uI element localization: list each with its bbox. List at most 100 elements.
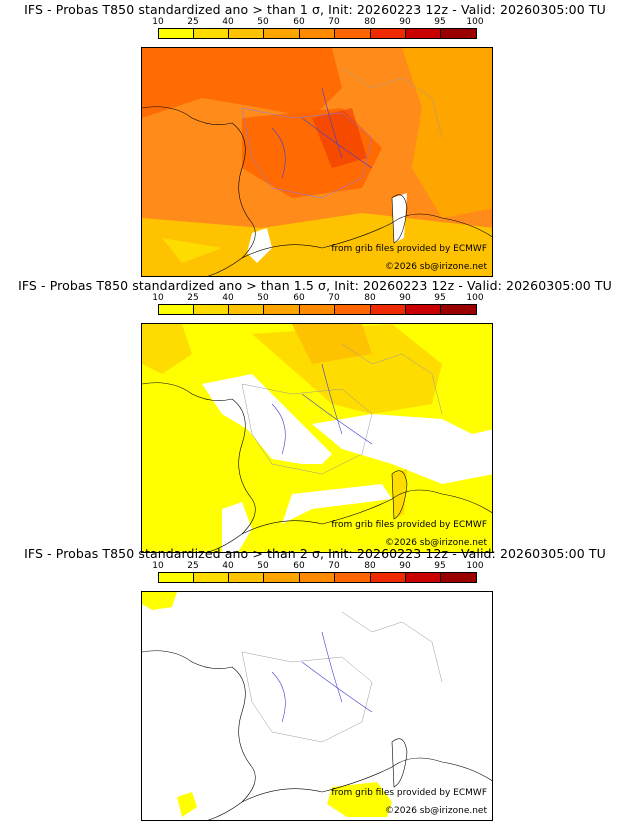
very-high-prob-zone <box>312 108 367 168</box>
low-prob-zone <box>142 592 177 610</box>
panel-title: IFS - Probas T850 standardized ano > tha… <box>18 278 612 293</box>
low-prob-zone <box>177 792 197 817</box>
no-prob-zone <box>222 502 252 552</box>
colorbar-tick-label: 60 <box>293 561 305 571</box>
colorbar-tick-label: 60 <box>293 293 305 303</box>
low-prob-zone <box>327 782 392 817</box>
colorbar <box>158 28 477 39</box>
border <box>241 383 373 475</box>
colorbar-tick-label: 100 <box>466 561 484 571</box>
river <box>271 363 373 455</box>
colorbar-tick-label: 10 <box>152 561 164 571</box>
river <box>271 631 373 723</box>
colorbar-swatch <box>194 29 229 38</box>
panel-title: IFS - Probas T850 standardized ano > tha… <box>24 546 606 561</box>
colorbar-tick-label: 40 <box>222 293 234 303</box>
panel-title: IFS - Probas T850 standardized ano > tha… <box>24 2 606 17</box>
colorbar-tick-label: 80 <box>364 293 376 303</box>
colorbar-tick-label: 90 <box>399 561 411 571</box>
no-prob-zone <box>247 228 272 263</box>
colorbar-swatch <box>441 573 476 582</box>
colorbar-swatch <box>406 305 441 314</box>
colorbar-tick-label: 95 <box>434 561 446 571</box>
colorbar-tick-label: 90 <box>399 293 411 303</box>
mid-prob-zone <box>292 324 372 364</box>
colorbar-tick-label: 80 <box>364 561 376 571</box>
colorbar-tick-label: 25 <box>187 293 199 303</box>
colorbar-swatch <box>159 573 194 582</box>
colorbar-swatch <box>371 29 406 38</box>
low-prob-zone <box>162 238 222 263</box>
colorbar-swatch <box>229 573 264 582</box>
colorbar <box>158 572 477 583</box>
map-panel-1: IFS - Probas T850 standardized ano > tha… <box>0 0 630 277</box>
colorbar-swatch <box>300 305 335 314</box>
no-prob-zone <box>392 193 407 243</box>
map-background <box>142 592 492 820</box>
colorbar-labels: 10 25 40 50 60 70 80 90 95 100 <box>143 293 493 303</box>
no-prob-zone <box>282 484 392 524</box>
colorbar-tick-label: 80 <box>364 17 376 27</box>
colorbar-swatch <box>335 29 371 38</box>
map-panel-3: IFS - Probas T850 standardized ano > tha… <box>0 544 630 821</box>
border <box>241 651 373 743</box>
colorbar-tick-label: 10 <box>152 293 164 303</box>
low-prob-zone <box>252 324 442 414</box>
corsica-outline <box>391 470 408 520</box>
colorbar-swatch <box>441 305 476 314</box>
colorbar-tick-label: 90 <box>399 17 411 27</box>
low-prob-zone <box>142 324 192 374</box>
colorbar-tick-label: 95 <box>434 293 446 303</box>
colorbar-tick-label: 10 <box>152 17 164 27</box>
no-prob-zone <box>202 374 332 464</box>
source-credit: from grib files provided by ECMWF <box>331 788 487 798</box>
river <box>271 87 373 179</box>
source-credit: from grib files provided by ECMWF <box>331 520 487 530</box>
colorbar-swatch <box>335 573 371 582</box>
copyright-credit: ©2026 sb@irizone.net <box>385 806 487 816</box>
map-fill-svg <box>142 48 492 276</box>
colorbar-tick-label: 100 <box>466 293 484 303</box>
corsica-outline <box>391 738 408 788</box>
colorbar-swatch <box>194 573 229 582</box>
colorbar-swatch <box>300 29 335 38</box>
coastline <box>241 213 492 259</box>
colorbar-swatch <box>371 305 406 314</box>
colorbar-swatch <box>406 29 441 38</box>
colorbar-tick-label: 70 <box>328 293 340 303</box>
colorbar-tick-label: 25 <box>187 17 199 27</box>
source-credit: from grib files provided by ECMWF <box>331 244 487 254</box>
border <box>341 343 443 415</box>
coastline <box>241 489 492 535</box>
colorbar-swatch <box>406 573 441 582</box>
colorbar-tick-label: 70 <box>328 17 340 27</box>
colorbar-swatch <box>264 29 300 38</box>
colorbar-tick-label: 50 <box>257 17 269 27</box>
probability-map: from grib files provided by ECMWF ©2026 … <box>141 323 493 553</box>
colorbar-swatch <box>264 305 300 314</box>
colorbar-swatch <box>335 305 371 314</box>
probability-map: from grib files provided by ECMWF ©2026 … <box>141 591 493 821</box>
mid-prob-zone <box>402 48 492 218</box>
colorbar-swatch <box>441 29 476 38</box>
colorbar-swatch <box>264 573 300 582</box>
probability-map: from grib files provided by ECMWF ©2026 … <box>141 47 493 277</box>
colorbar-labels: 10 25 40 50 60 70 80 90 95 100 <box>143 561 493 571</box>
colorbar-tick-label: 95 <box>434 17 446 27</box>
colorbar-tick-label: 40 <box>222 561 234 571</box>
border <box>341 67 443 139</box>
colorbar-tick-label: 70 <box>328 561 340 571</box>
map-fill-svg <box>142 592 492 820</box>
copyright-credit: ©2026 sb@irizone.net <box>385 262 487 272</box>
colorbar-labels: 10 25 40 50 60 70 80 90 95 100 <box>143 17 493 27</box>
colorbar-swatch <box>159 305 194 314</box>
map-panel-2: IFS - Probas T850 standardized ano > tha… <box>0 276 630 553</box>
border <box>241 107 373 199</box>
colorbar-swatch <box>194 305 229 314</box>
colorbar-tick-label: 25 <box>187 561 199 571</box>
high-prob-zone <box>142 48 342 118</box>
corsica-outline <box>391 194 408 244</box>
map-fill-svg <box>142 324 492 552</box>
colorbar-tick-label: 100 <box>466 17 484 27</box>
no-prob-zone <box>312 414 492 484</box>
